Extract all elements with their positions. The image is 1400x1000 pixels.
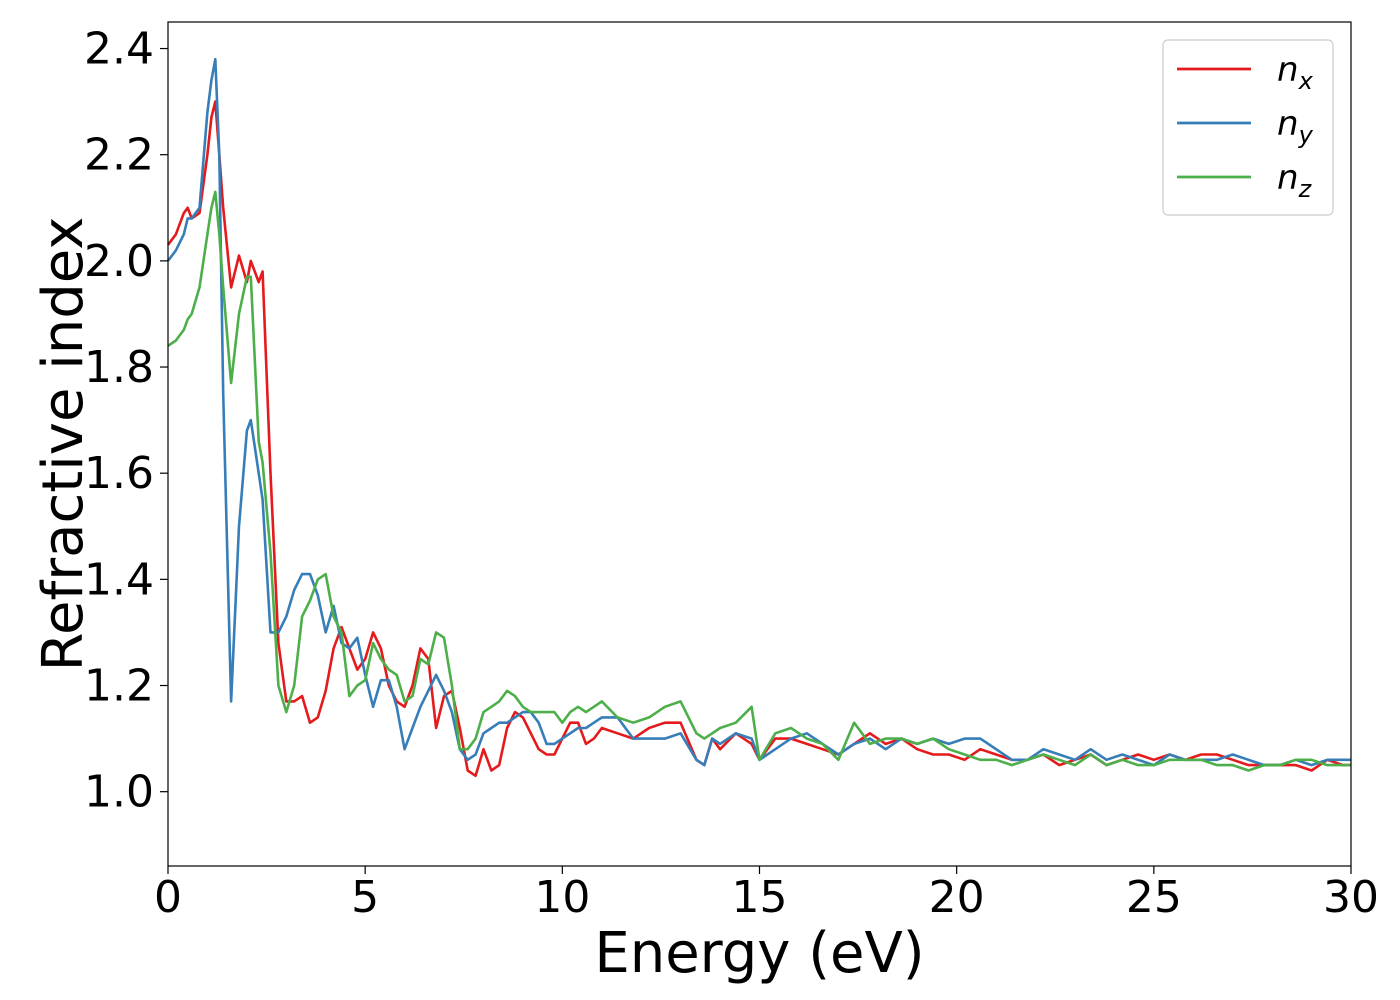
y-axis-label: Refractive index: [31, 217, 96, 672]
y-tick-label: 2.4: [84, 24, 154, 75]
y-axis-ticks: 1.0 1.2 1.4 1.6 1.8 2.0 2.2 2.4: [84, 24, 168, 818]
y-tick-label: 1.2: [84, 661, 154, 712]
y-tick-label: 1.4: [84, 554, 154, 605]
series-line-n_y: [166, 57, 1351, 767]
y-tick-label: 2.0: [84, 236, 154, 287]
x-tick-label: 20: [929, 872, 985, 923]
x-tick-label: 5: [351, 872, 379, 923]
y-tick-label: 1.8: [84, 342, 154, 393]
legend-box: [1162, 39, 1334, 216]
x-tick-label: 30: [1323, 872, 1379, 923]
legend-label-n_z: nz: [1277, 158, 1313, 203]
x-tick-label: 0: [154, 872, 182, 923]
x-tick-label: 10: [534, 872, 590, 923]
y-tick-label: 1.0: [84, 767, 154, 818]
y-tick-label: 1.6: [84, 448, 154, 499]
legend: nx ny nz: [1162, 39, 1334, 216]
x-tick-label: 15: [732, 872, 788, 923]
y-tick-label: 2.2: [84, 130, 154, 181]
series-layer: [166, 57, 1351, 778]
x-tick-label: 25: [1126, 872, 1182, 923]
x-axis-ticks: 0 5 10 15 20 25 30: [154, 866, 1379, 923]
legend-label-n_y: ny: [1277, 104, 1314, 149]
legend-label-n_x: nx: [1277, 50, 1314, 95]
series-line-n_z: [167, 190, 1351, 772]
plot-area: [168, 22, 1351, 866]
x-axis-label: Energy (eV): [594, 921, 924, 986]
series-line-n_x: [166, 100, 1351, 778]
